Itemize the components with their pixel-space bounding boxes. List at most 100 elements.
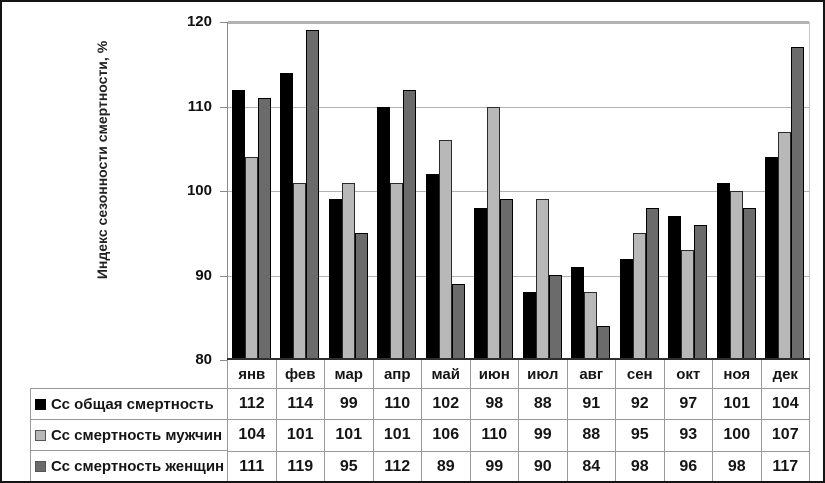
bar — [232, 90, 245, 360]
bar — [730, 191, 743, 360]
y-tick-label: 80 — [195, 351, 212, 368]
value-cell: 91 — [567, 389, 616, 421]
bar — [646, 208, 659, 360]
value-cell: 112 — [374, 451, 422, 481]
value-cell: 95 — [325, 451, 374, 481]
legend-label: Сс общая смертность — [51, 395, 214, 413]
value-cell: 101 — [373, 420, 422, 452]
bar — [765, 157, 778, 360]
legend-column: Сс общая смертность Сс смертность мужчин С… — [30, 388, 227, 481]
legend-row: Сс смертность мужчин — [31, 420, 227, 451]
value-cell: 88 — [567, 420, 616, 452]
bar — [487, 107, 500, 360]
value-cell: 104 — [228, 420, 277, 452]
bar — [293, 183, 306, 360]
value-cell: 107 — [761, 420, 810, 452]
y-tick-label: 100 — [186, 182, 212, 199]
value-cell: 99 — [325, 389, 374, 421]
value-cell: 99 — [471, 451, 519, 481]
bar — [791, 47, 804, 360]
bar — [597, 326, 610, 360]
bar — [694, 225, 707, 360]
bar — [258, 98, 271, 360]
month-cell: апр — [374, 360, 422, 389]
value-cell: 106 — [422, 420, 471, 452]
y-tick-label: 120 — [186, 13, 212, 30]
value-cell: 92 — [616, 389, 665, 421]
month-cell: июл — [519, 360, 568, 389]
bar — [536, 199, 549, 360]
bar — [584, 292, 597, 360]
bar — [717, 183, 730, 360]
value-cell: 112 — [228, 389, 277, 421]
series-swatch-icon — [35, 398, 46, 410]
bar — [778, 132, 791, 360]
value-cell: 95 — [616, 420, 665, 452]
y-axis-tick — [220, 360, 227, 361]
value-cell: 119 — [277, 451, 325, 481]
y-tick-label: 110 — [187, 98, 212, 115]
legend-row: Сс смертность женщин — [31, 451, 227, 481]
value-cell: 98 — [616, 451, 665, 481]
bar — [474, 208, 487, 360]
y-axis-title: Индекс сезонности смертности, % — [94, 40, 110, 280]
month-cell: дек — [762, 360, 810, 389]
bar — [743, 208, 756, 360]
value-cell: 88 — [519, 389, 568, 421]
value-cell: 111 — [228, 451, 277, 481]
month-cell: май — [422, 360, 471, 389]
series-swatch-icon — [35, 429, 46, 441]
month-cell: июн — [471, 360, 519, 389]
value-cell: 93 — [664, 420, 713, 452]
gridline — [228, 276, 809, 277]
value-cell: 84 — [568, 451, 616, 481]
month-header-row: янв фев мар апр май июн июл авг сен окт ноя дек — [227, 360, 810, 389]
value-cell: 98 — [713, 451, 762, 481]
y-axis-tick — [220, 22, 227, 23]
legend-row: Сс общая смертность — [31, 389, 227, 420]
bar — [329, 199, 342, 360]
bar — [549, 275, 562, 360]
bar — [306, 30, 319, 360]
bar — [280, 73, 293, 360]
value-cell: 104 — [761, 389, 810, 421]
y-axis-line — [227, 22, 228, 360]
value-table: 112 114 99 110 102 98 88 91 92 97 101 104 104 101 101 1… — [227, 388, 810, 481]
month-cell: янв — [228, 360, 277, 389]
series-swatch-icon — [35, 461, 46, 472]
legend-label: Сс смертность мужчин — [51, 426, 223, 444]
value-cell: 102 — [422, 389, 471, 421]
month-cell: окт — [665, 360, 713, 389]
month-cell: сен — [616, 360, 665, 389]
y-tick-label: 90 — [195, 267, 212, 284]
bar — [523, 292, 536, 360]
gridline — [228, 191, 809, 192]
bar — [668, 216, 681, 360]
bar — [452, 284, 465, 360]
bar — [620, 259, 633, 360]
value-cell: 97 — [664, 389, 713, 421]
bar — [571, 267, 584, 360]
gridline-major — [228, 21, 809, 24]
value-cell: 89 — [422, 451, 471, 481]
bar — [342, 183, 355, 360]
bar — [403, 90, 416, 360]
legend-label: Сс смертность женщин — [51, 458, 225, 475]
y-axis-tick — [220, 191, 227, 192]
bar — [390, 183, 403, 360]
value-cell: 96 — [665, 451, 713, 481]
value-cell: 98 — [470, 389, 519, 421]
bar — [500, 199, 513, 360]
month-cell: ноя — [713, 360, 762, 389]
value-cell: 110 — [470, 420, 519, 452]
bar — [633, 233, 646, 360]
value-cell: 90 — [519, 451, 568, 481]
value-cell: 100 — [713, 420, 762, 452]
bar — [245, 157, 258, 360]
value-cell: 101 — [325, 420, 374, 452]
value-cell: 101 — [276, 420, 325, 452]
gridline — [228, 107, 809, 108]
value-cell: 117 — [762, 451, 810, 481]
plot-right-border — [809, 22, 810, 360]
